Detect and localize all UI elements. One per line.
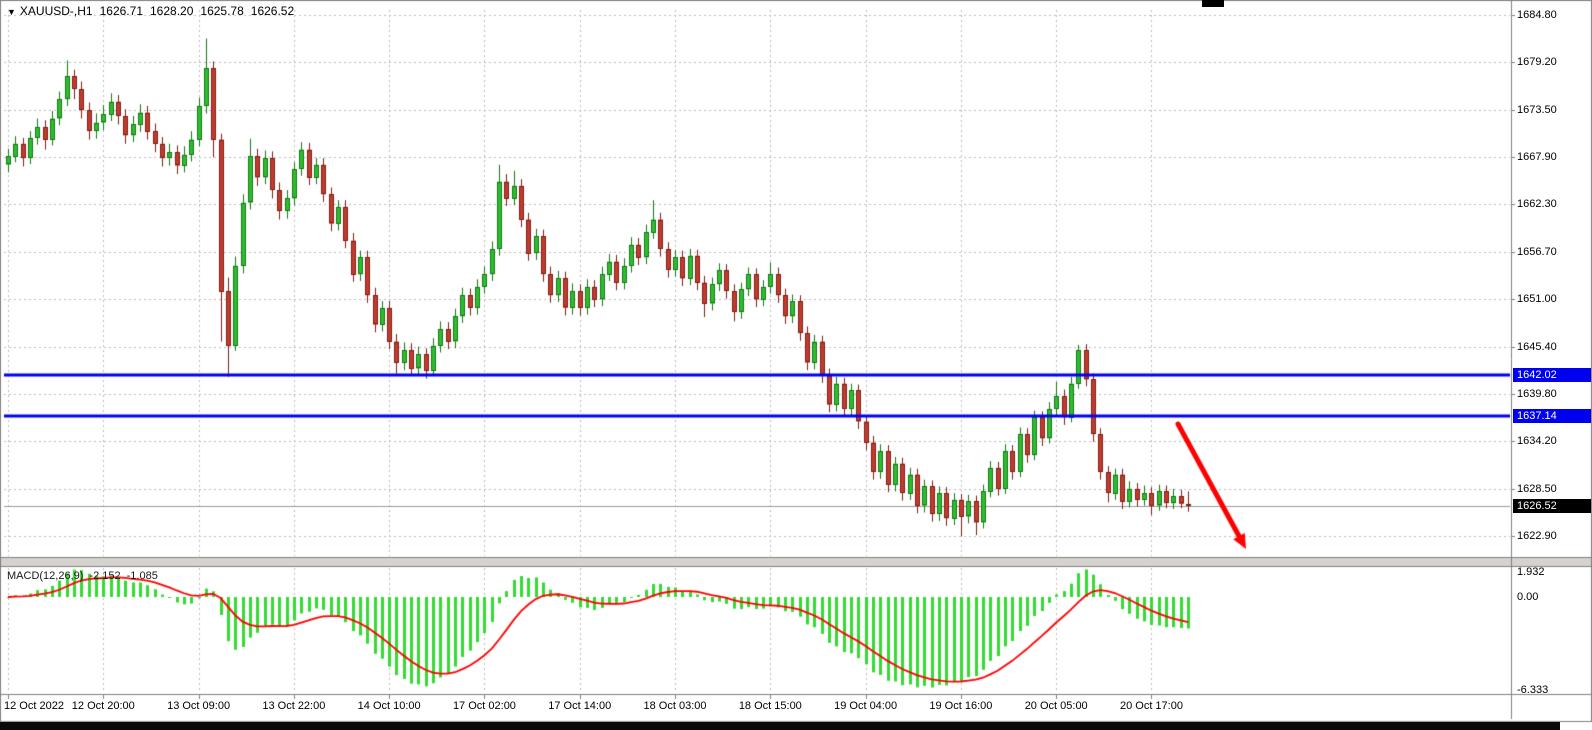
macd-label-bar: MACD(12,26,9) -2.152 -1.085 [7,570,164,582]
macd-title: MACD(12,26,9) [7,570,84,582]
macd-main-value: -2.152 [89,570,121,582]
ohlc-close-value: 1626.52 [250,4,295,18]
ohlc-high-value: 1628.20 [150,4,194,18]
bottom-strip [0,722,1560,730]
chart-shift-marker[interactable] [1202,0,1224,7]
macd-signal-value: -1.085 [126,570,158,582]
ohlc-low-value: 1625.78 [200,4,244,18]
ohlc-open-value: 1626.71 [99,4,143,18]
collapse-chart-icon[interactable]: ▼ [7,7,16,17]
symbol-info-bar: ▼ XAUUSD-,H1 1626.71 1628.20 1625.78 1626.52 [7,4,301,18]
symbol-period-label: XAUUSD-,H1 [19,4,93,18]
